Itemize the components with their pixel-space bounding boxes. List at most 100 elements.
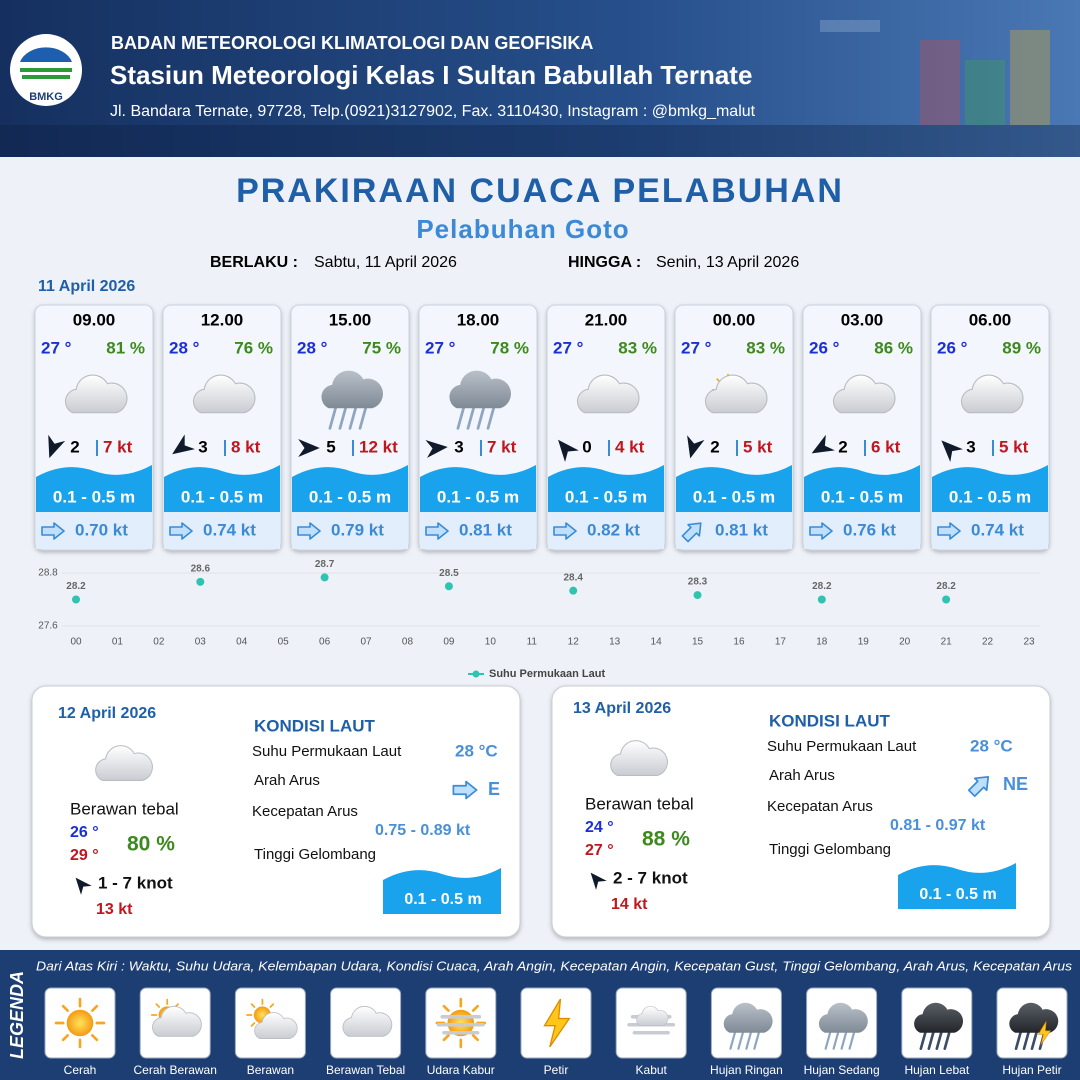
header-decoration	[0, 20, 1080, 157]
legend-item-label: Hujan Sedang	[804, 1063, 880, 1077]
wind-speed: 2	[710, 437, 719, 456]
legend-item-label: Hujan Lebat	[904, 1063, 969, 1077]
wave-height: 0.1 - 0.5 m	[919, 886, 996, 903]
wind-speed: 3	[966, 437, 975, 456]
legend-item-label: Berawan	[247, 1063, 294, 1077]
data-label: 28.2	[812, 581, 832, 592]
data-point	[320, 573, 329, 582]
wind-speed: 0	[582, 437, 591, 456]
valid-to-label: HINGGA :	[568, 254, 641, 271]
wave-height: 0.1 - 0.5 m	[404, 891, 481, 908]
data-label: 28.7	[315, 559, 335, 570]
wind-speed: 2	[838, 437, 847, 456]
x-tick-label: 00	[70, 637, 82, 648]
condition: Berawan tebal	[585, 794, 694, 813]
air-temp: 28 °	[169, 338, 200, 357]
sea-label: Arah Arus	[769, 767, 835, 784]
humidity: 83 %	[618, 338, 657, 357]
data-point	[693, 591, 702, 600]
x-tick-label: 06	[319, 637, 331, 648]
y-tick-label: 28.8	[38, 568, 58, 579]
humidity: 83 %	[746, 338, 785, 357]
data-label: 28.2	[936, 581, 956, 592]
separator	[96, 440, 98, 456]
gust-speed: 6 kt	[871, 437, 901, 456]
legend-item-label: Petir	[544, 1063, 569, 1077]
forecast-time: 06.00	[969, 310, 1012, 329]
logo-lines	[20, 68, 72, 79]
air-temp: 27 °	[553, 338, 584, 357]
gust: 13 kt	[96, 901, 133, 918]
wave-band	[804, 465, 920, 512]
day-date: 12 April 2026	[58, 705, 156, 722]
air-temp: 27 °	[41, 338, 72, 357]
wave-band	[932, 465, 1048, 512]
data-label: 28.6	[191, 563, 211, 574]
title: PRAKIRAAN CUACA PELABUHAN	[236, 172, 844, 210]
forecast-time: 18.00	[457, 310, 500, 329]
current-speed: 0.74 kt	[203, 520, 256, 539]
current-speed: 0.76 kt	[843, 520, 896, 539]
humidity: 81 %	[106, 338, 145, 357]
wave-band	[36, 465, 152, 512]
wave-band	[676, 465, 792, 512]
legend-item-label: Berawan Tebal	[326, 1063, 405, 1077]
day1-date: 11 April 2026	[38, 278, 135, 295]
wave-band	[292, 465, 408, 512]
legend-item-label: Udara Kabur	[427, 1063, 495, 1077]
air-temp: 26 °	[937, 338, 968, 357]
x-tick-label: 15	[692, 637, 704, 648]
humidity: 76 %	[234, 338, 273, 357]
separator	[224, 440, 226, 456]
air-temp: 27 °	[425, 338, 456, 357]
forecast-time: 03.00	[841, 310, 884, 329]
air-temp: 26 °	[809, 338, 840, 357]
data-point	[196, 577, 205, 586]
wave-band	[420, 465, 536, 512]
legend-item-label: Cerah Berawan	[134, 1063, 217, 1077]
org-name: BADAN METEOROLOGI KLIMATOLOGI DAN GEOFIS…	[111, 33, 593, 53]
wind-range: 1 - 7 knot	[98, 873, 173, 892]
wave-height: 0.1 - 0.5 m	[309, 487, 391, 506]
valid-from: Sabtu, 11 April 2026	[314, 254, 457, 271]
sea-label: Tinggi Gelombang	[254, 846, 376, 863]
current-speed: 0.81 kt	[715, 520, 768, 539]
wave-band	[164, 465, 280, 512]
temp-max: 29 °	[70, 847, 99, 864]
temp-min: 24 °	[585, 819, 614, 836]
x-tick-label: 13	[609, 637, 621, 648]
x-tick-label: 20	[899, 637, 911, 648]
current-speed: 0.79 kt	[331, 520, 384, 539]
x-tick-label: 07	[360, 637, 372, 648]
legend-title: LEGENDA	[7, 971, 27, 1059]
y-tick-label: 27.6	[38, 621, 58, 632]
wind-speed: 3	[198, 437, 207, 456]
sst-value: 28 °C	[970, 736, 1013, 755]
forecast-time: 12.00	[201, 310, 244, 329]
data-point	[72, 595, 80, 604]
data-point	[942, 595, 951, 604]
logo-arc	[20, 47, 72, 62]
humidity: 86 %	[874, 338, 913, 357]
x-tick-label: 02	[153, 637, 165, 648]
gust-speed: 12 kt	[359, 437, 398, 456]
sea-title: KONDISI LAUT	[769, 711, 891, 730]
sea-label: Suhu Permukaan Laut	[252, 743, 402, 760]
x-tick-label: 19	[858, 637, 870, 648]
wind-speed: 3	[454, 437, 463, 456]
x-tick-label: 10	[485, 637, 497, 648]
separator	[480, 440, 482, 456]
gust-speed: 4 kt	[615, 437, 645, 456]
wind-speed: 5	[326, 437, 335, 456]
humidity: 80 %	[127, 833, 175, 856]
forecast-time: 21.00	[585, 310, 628, 329]
valid-from-label: BERLAKU :	[210, 254, 298, 271]
wind-range: 2 - 7 knot	[613, 868, 688, 887]
sea-label: Arah Arus	[254, 772, 320, 789]
humidity: 78 %	[490, 338, 529, 357]
sea-label: Kecepatan Arus	[767, 798, 873, 815]
address: Jl. Bandara Ternate, 97728, Telp.(0921)3…	[110, 103, 756, 120]
wave-band	[548, 465, 664, 512]
sea-title: KONDISI LAUT	[254, 716, 376, 735]
temp-max: 27 °	[585, 842, 614, 859]
